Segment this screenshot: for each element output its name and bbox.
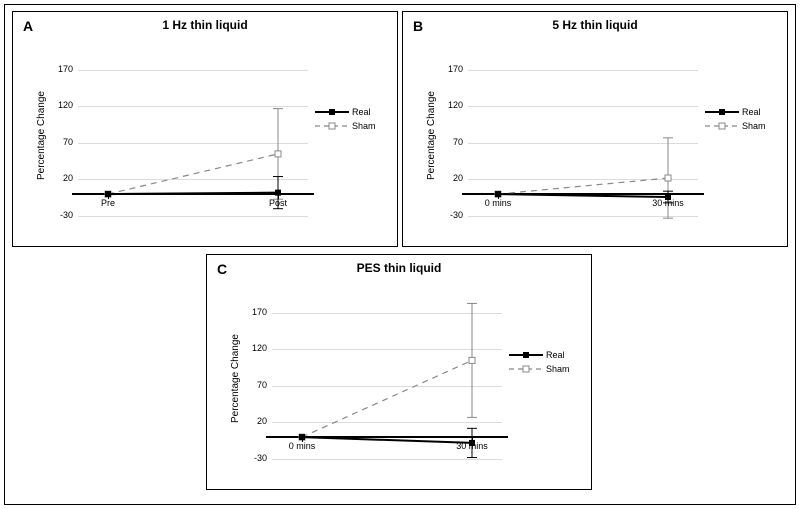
ytick-label: 170 [237,307,267,317]
chart-svg [272,291,502,459]
ytick-label: 70 [43,137,73,147]
y-axis-label: Percentage Change [36,91,47,180]
marker-sham [275,151,281,157]
legend-label-sham: Sham [546,364,570,374]
marker-sham [665,175,671,181]
legend-row-real: Real [315,106,376,117]
plot-area [468,48,698,216]
legend-swatch-sham [315,121,349,131]
xtick-label: 0 mins [468,198,528,208]
chart-svg [78,48,308,216]
xtick-label: Pre [78,198,138,208]
ytick-label: 20 [43,173,73,183]
gridline [272,459,502,460]
ytick-label: 20 [433,173,463,183]
ytick-label: 170 [433,64,463,74]
plot-area [272,291,502,459]
legend-row-sham: Sham [315,121,376,132]
legend-swatch-real [315,107,349,117]
legend: Real Sham [315,106,376,135]
xtick-label: 0 mins [272,441,332,451]
legend-row-real: Real [705,106,766,117]
panel-A: A1 Hz thin liquid-302070120170Percentage… [12,11,398,247]
ytick-label: 120 [43,100,73,110]
ytick-label: 70 [237,380,267,390]
chart-svg [468,48,698,216]
legend-row-sham: Sham [705,121,766,132]
legend-swatch-real [705,107,739,117]
series-line-real [108,193,278,194]
gridline [468,216,698,217]
legend-label-real: Real [546,350,565,360]
ytick-label: 120 [237,343,267,353]
xtick-label: 30 mins [638,198,698,208]
panel-title: 1 Hz thin liquid [13,18,397,32]
series-line-sham [302,360,472,437]
panel-C: CPES thin liquid-302070120170Percentage … [206,254,592,490]
ytick-label: -30 [237,453,267,463]
gridline [78,216,308,217]
ytick-label: 170 [43,64,73,74]
marker-sham [469,357,475,363]
series-line-sham [498,178,668,194]
plot-area [78,48,308,216]
legend: Real Sham [705,106,766,135]
legend-label-real: Real [352,107,371,117]
series-line-sham [108,154,278,194]
legend: Real Sham [509,349,570,378]
ytick-label: 120 [433,100,463,110]
y-axis-label: Percentage Change [230,334,241,423]
legend-label-sham: Sham [352,121,376,131]
legend-row-real: Real [509,349,570,360]
legend-swatch-real [509,350,543,360]
ytick-label: -30 [433,210,463,220]
ytick-label: 20 [237,416,267,426]
ytick-label: 70 [433,137,463,147]
figure-container: A1 Hz thin liquid-302070120170Percentage… [0,0,800,509]
panel-title: PES thin liquid [207,261,591,275]
xtick-label: 30 mins [442,441,502,451]
legend-label-real: Real [742,107,761,117]
legend-swatch-sham [705,121,739,131]
legend-label-sham: Sham [742,121,766,131]
series-line-real [498,194,668,197]
panel-title: 5 Hz thin liquid [403,18,787,32]
panel-B: B5 Hz thin liquid-302070120170Percentage… [402,11,788,247]
xtick-label: Post [248,198,308,208]
legend-swatch-sham [509,364,543,374]
ytick-label: -30 [43,210,73,220]
legend-row-sham: Sham [509,364,570,375]
y-axis-label: Percentage Change [426,91,437,180]
